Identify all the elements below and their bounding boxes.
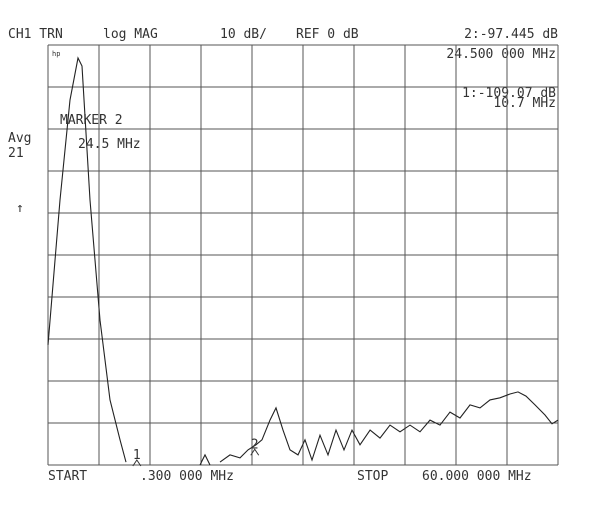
arrow: ↑ (16, 201, 24, 216)
marker-1-freq: 10.7 MHz (493, 96, 556, 111)
logo: hp (52, 50, 60, 58)
format: log MAG (103, 27, 158, 42)
marker (250, 448, 260, 456)
marker-freq: 24.5 MHz (78, 137, 141, 152)
scale: 10 dB/ (220, 27, 267, 42)
marker (132, 459, 142, 467)
channel: CH1 TRN (8, 27, 63, 42)
active-marker-value: 2:-97.445 dB (464, 27, 558, 42)
marker-title: MARKER 2 (60, 113, 123, 128)
stop-value: 60.000 000 MHz (422, 469, 532, 484)
avg-count: 21 (8, 146, 24, 161)
trace (47, 56, 559, 466)
active-marker-freq: 24.500 000 MHz (446, 47, 556, 62)
marker-label: 1 (133, 448, 141, 463)
marker-label: 2 (251, 437, 259, 452)
reference: REF 0 dB (296, 27, 359, 42)
avg: Avg (8, 131, 31, 146)
stop-label: STOP (357, 469, 388, 484)
start-value: .300 000 MHz (140, 469, 234, 484)
marker-1-value: 1:-109.07 dB (462, 86, 556, 101)
start-label: START (48, 469, 87, 484)
